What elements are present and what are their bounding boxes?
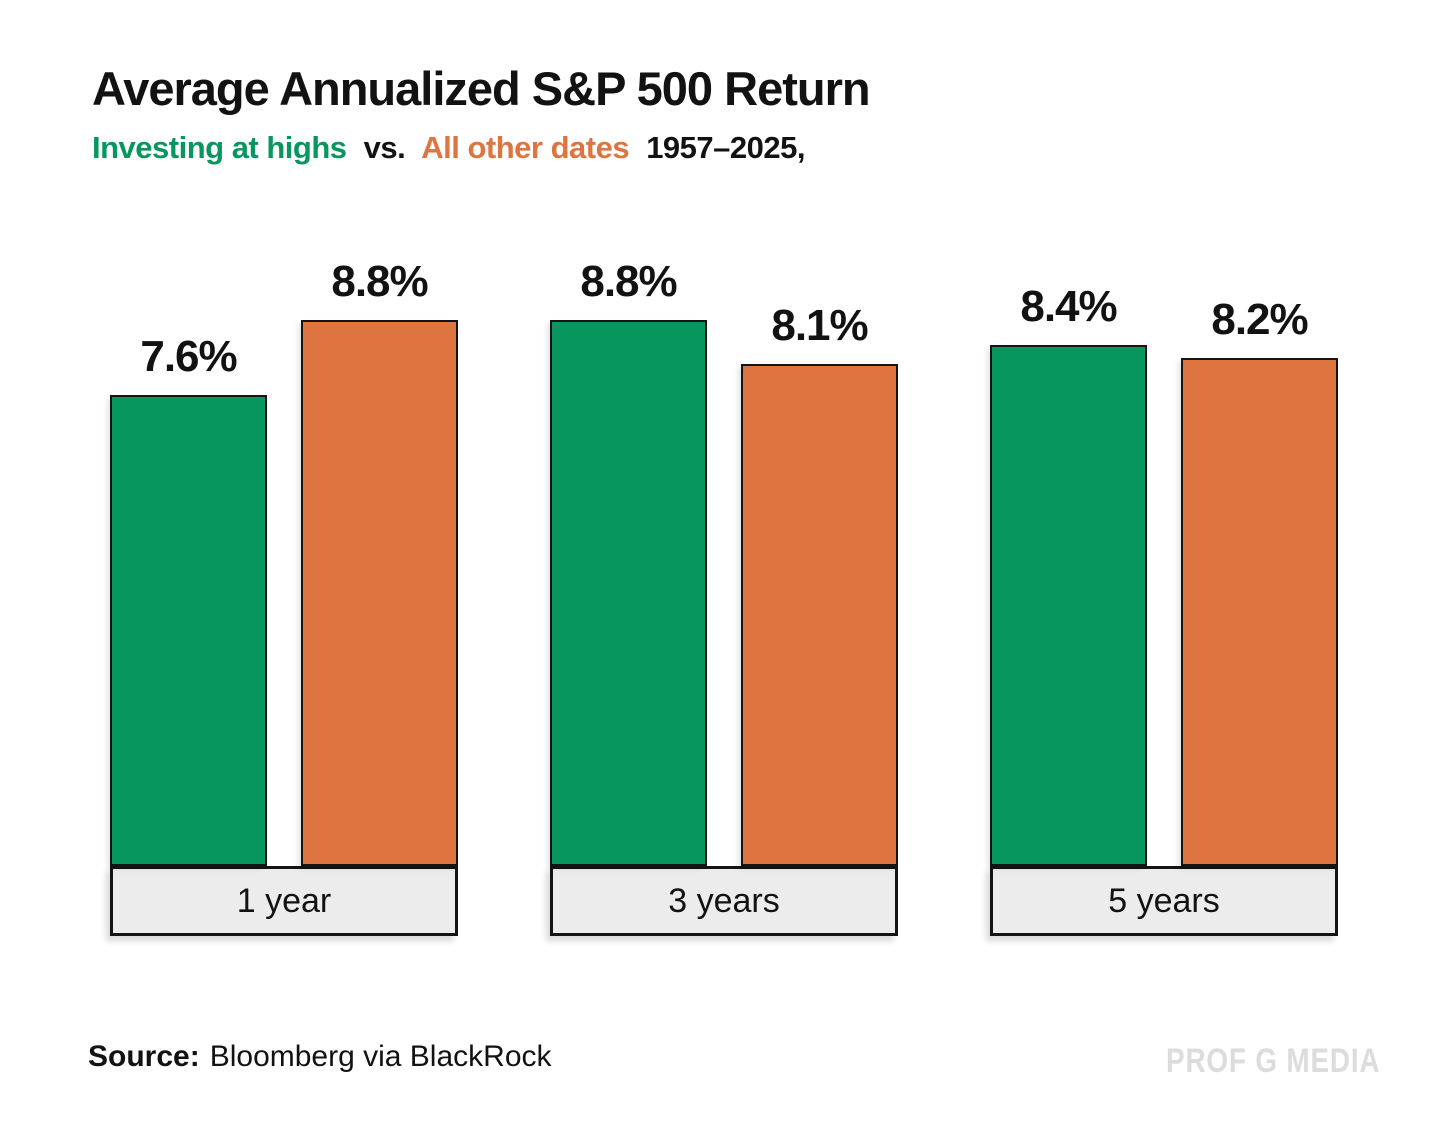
value-label-highs: 8.4% [1020, 282, 1117, 331]
bar-group-1-year: 7.6% 8.8% 1 year [110, 246, 458, 936]
bar-column-other: 8.1% [741, 301, 898, 866]
bars-3-years: 8.8% 8.1% [550, 246, 898, 866]
category-label: 1 year [236, 881, 332, 920]
category-label: 3 years [668, 881, 780, 920]
bar-chart: 7.6% 8.8% 1 year 8.8% 8.1% [110, 246, 1338, 936]
bar-column-highs: 7.6% [110, 332, 267, 866]
bars-1-year: 7.6% 8.8% [110, 246, 458, 866]
watermark: PROF G MEDIA [1165, 1042, 1380, 1080]
subtitle-period: 1957–2025, [646, 130, 805, 166]
value-label-highs: 8.8% [580, 257, 677, 306]
bar-column-other: 8.2% [1181, 295, 1338, 866]
category-box: 3 years [550, 866, 898, 936]
value-label-other: 8.2% [1211, 295, 1308, 344]
source-prefix: Source: [88, 1040, 200, 1073]
legend-investing-at-highs: Investing at highs [92, 130, 347, 166]
bar-group-5-years: 8.4% 8.2% 5 years [990, 246, 1338, 936]
category-label: 5 years [1108, 881, 1220, 920]
subtitle: Investing at highs vs. All other dates 1… [92, 130, 870, 166]
source-line: Source: Bloomberg via BlackRock [88, 1040, 552, 1074]
category-box: 5 years [990, 866, 1338, 936]
subtitle-vs: vs. [363, 130, 406, 166]
bar-all-other-dates [1181, 358, 1338, 866]
bar-investing-at-highs [110, 395, 267, 866]
header: Average Annualized S&P 500 Return Invest… [92, 62, 871, 166]
bar-all-other-dates [301, 320, 458, 866]
value-label-highs: 7.6% [140, 332, 237, 381]
value-label-other: 8.1% [771, 301, 868, 350]
bar-column-highs: 8.4% [990, 282, 1147, 866]
value-label-other: 8.8% [331, 257, 428, 306]
source-text: Bloomberg via BlackRock [209, 1040, 552, 1073]
bar-investing-at-highs [550, 320, 707, 866]
bar-investing-at-highs [990, 345, 1147, 866]
bar-column-highs: 8.8% [550, 257, 707, 866]
legend-all-other-dates: All other dates [421, 130, 630, 166]
bar-column-other: 8.8% [301, 257, 458, 866]
page-title: Average Annualized S&P 500 Return [92, 62, 871, 115]
category-box: 1 year [110, 866, 458, 936]
bar-group-3-years: 8.8% 8.1% 3 years [550, 246, 898, 936]
bar-all-other-dates [741, 364, 898, 866]
bars-5-years: 8.4% 8.2% [990, 246, 1338, 866]
